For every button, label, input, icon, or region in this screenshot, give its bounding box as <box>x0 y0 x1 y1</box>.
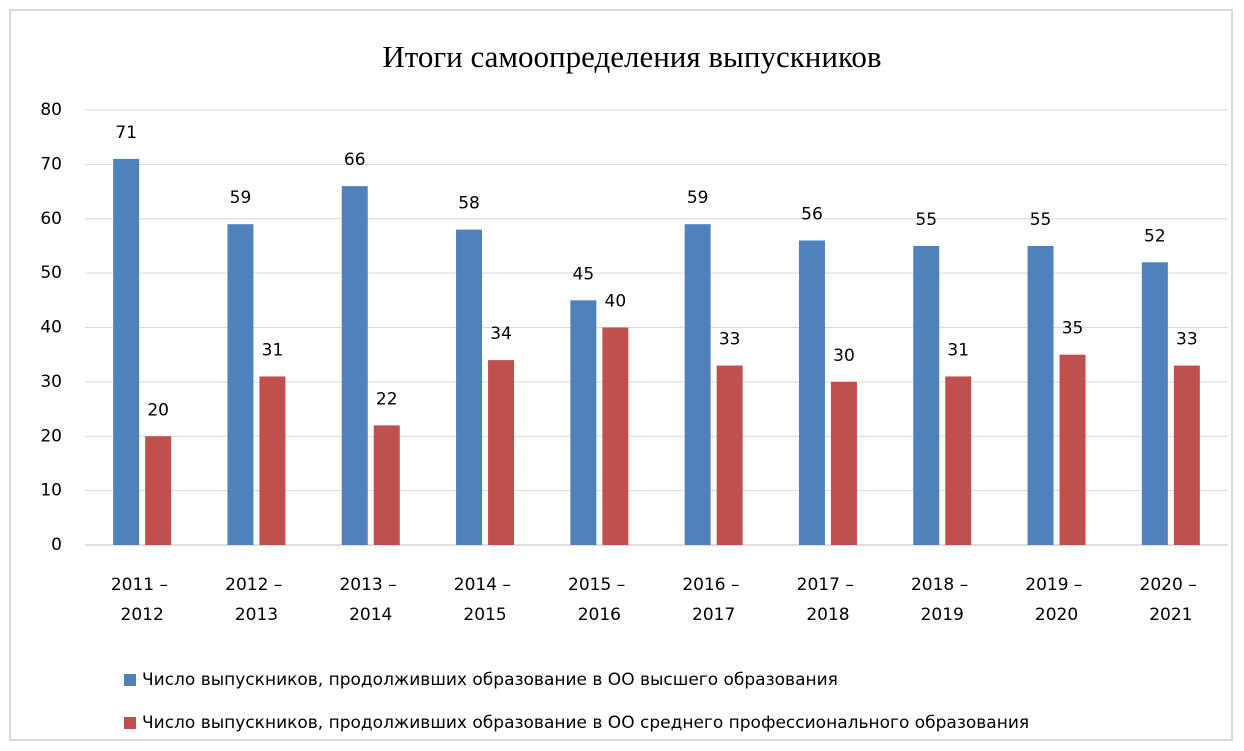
y-tick-label: 30 <box>40 372 62 392</box>
x-tick-label: 2019 – 2020 <box>1025 575 1088 625</box>
x-tick-label: 2011 – 2012 <box>111 575 174 625</box>
bar <box>1173 365 1200 545</box>
bar <box>259 376 286 545</box>
x-tick-label: 2013 – 2014 <box>339 575 402 625</box>
chart-title: Итоги самоопределения выпускников <box>382 39 881 74</box>
data-label: 33 <box>1176 330 1198 350</box>
x-tick-label: 2012 – 2013 <box>225 575 288 625</box>
data-label: 56 <box>801 205 823 225</box>
bar <box>227 224 254 545</box>
data-label: 34 <box>490 324 512 344</box>
legend-label: Число выпускников, продолживших образова… <box>142 670 838 690</box>
data-label: 66 <box>344 150 366 170</box>
data-label: 52 <box>1144 226 1166 246</box>
bar <box>798 240 825 545</box>
legend-label: Число выпускников, продолживших образова… <box>142 713 1029 733</box>
data-label: 35 <box>1062 319 1084 339</box>
y-tick-label: 10 <box>40 481 62 501</box>
y-tick-label: 40 <box>40 318 62 338</box>
data-label: 59 <box>687 188 709 208</box>
y-tick-label: 80 <box>40 100 62 120</box>
bar <box>684 224 711 545</box>
x-tick-label: 2018 – 2019 <box>911 575 974 625</box>
bar <box>1027 245 1054 545</box>
bar <box>341 186 368 545</box>
data-label: 31 <box>262 340 284 360</box>
bar <box>945 376 972 545</box>
legend-swatch <box>124 674 136 686</box>
y-tick-label: 0 <box>51 535 62 555</box>
data-label: 55 <box>915 210 937 230</box>
data-label: 45 <box>573 264 595 284</box>
bar <box>1141 262 1168 545</box>
bar <box>456 229 483 545</box>
legend-swatch <box>124 717 136 729</box>
data-label: 20 <box>147 400 169 420</box>
y-tick-label: 60 <box>40 209 62 229</box>
y-tick-label: 70 <box>40 154 62 174</box>
bar <box>145 436 172 545</box>
data-label: 33 <box>719 330 741 350</box>
data-label: 59 <box>230 188 252 208</box>
data-label: 58 <box>458 194 480 214</box>
x-tick-label: 2014 – 2015 <box>454 575 517 625</box>
bar <box>1059 354 1086 545</box>
data-label: 40 <box>605 292 627 312</box>
bar <box>602 327 629 545</box>
bar <box>373 425 400 545</box>
x-tick-label: 2015 – 2016 <box>568 575 631 625</box>
bar <box>488 360 515 545</box>
data-label: 22 <box>376 389 398 409</box>
data-label: 31 <box>947 340 969 360</box>
data-label: 55 <box>1030 210 1052 230</box>
bar <box>113 158 140 545</box>
x-tick-label: 2016 – 2017 <box>682 575 745 625</box>
bar <box>830 381 857 545</box>
bar <box>716 365 743 545</box>
data-label: 30 <box>833 346 855 366</box>
y-tick-label: 20 <box>40 426 62 446</box>
data-label: 71 <box>115 123 137 143</box>
bar <box>570 300 597 545</box>
bar <box>913 245 940 545</box>
x-tick-label: 2020 – 2021 <box>1140 575 1203 625</box>
y-tick-label: 50 <box>40 263 62 283</box>
x-tick-label: 2017 – 2018 <box>797 575 860 625</box>
